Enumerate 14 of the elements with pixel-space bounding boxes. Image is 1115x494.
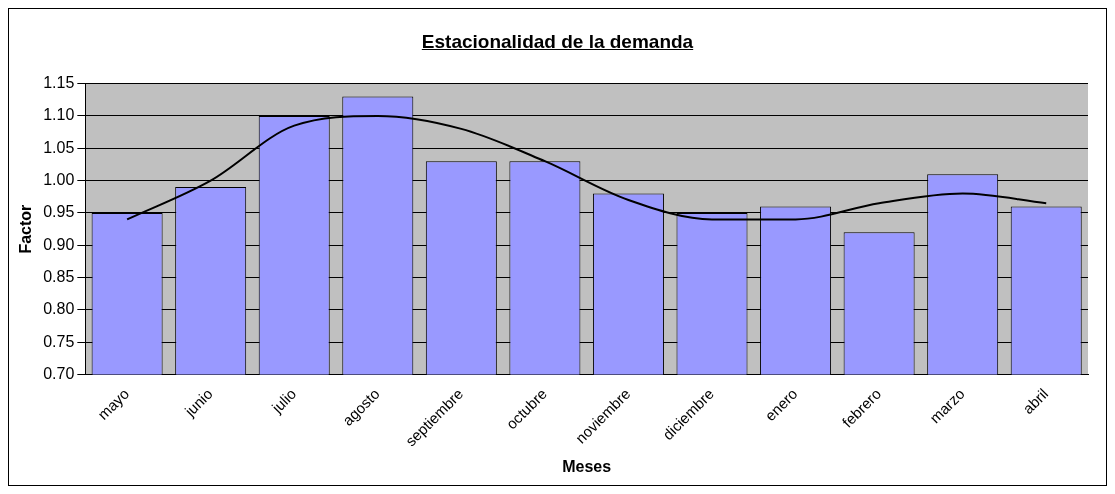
y-tick-label: 0.85 — [43, 268, 75, 286]
y-tick-label: 1.00 — [43, 171, 75, 189]
y-tick-label: 1.15 — [43, 74, 75, 92]
x-axis-title: Meses — [562, 457, 612, 475]
chart-title: Estacionalidad de la demanda — [420, 31, 695, 54]
y-axis-title: Factor — [17, 204, 35, 254]
y-tick-label: 0.80 — [43, 300, 75, 318]
y-tick-label: 0.90 — [43, 235, 75, 253]
y-tick-label: 0.70 — [43, 365, 75, 383]
y-tick-label: 1.05 — [43, 138, 75, 156]
y-tick-label: 1.10 — [43, 106, 75, 124]
y-tick-label: 0.75 — [43, 332, 75, 350]
y-tick-label: 0.95 — [43, 203, 75, 221]
x-tick-label: julio — [267, 385, 300, 417]
